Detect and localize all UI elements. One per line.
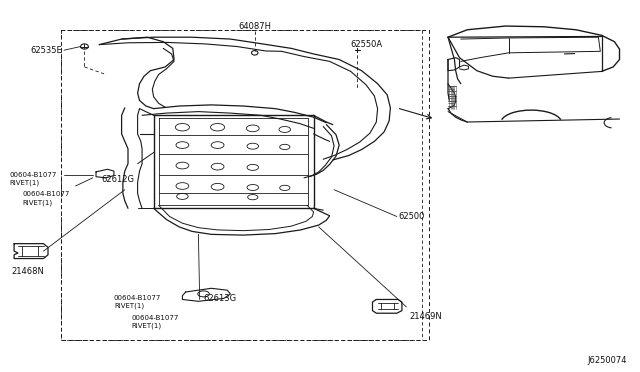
Text: RIVET(1): RIVET(1) — [22, 199, 52, 206]
Text: 00604-B1077: 00604-B1077 — [114, 295, 161, 301]
Text: 21468N: 21468N — [11, 267, 44, 276]
Text: 00604-B1077: 00604-B1077 — [10, 172, 57, 178]
Text: 64087H: 64087H — [238, 22, 271, 31]
Text: 62535E: 62535E — [31, 46, 63, 55]
Text: J6250074: J6250074 — [588, 356, 627, 365]
Text: 00604-B1077: 00604-B1077 — [22, 191, 70, 197]
Text: 62500: 62500 — [398, 212, 424, 221]
Text: 62613G: 62613G — [204, 294, 237, 303]
Text: RIVET(1): RIVET(1) — [114, 303, 144, 310]
Text: RIVET(1): RIVET(1) — [131, 323, 161, 329]
Text: 00604-B1077: 00604-B1077 — [131, 315, 179, 321]
Text: 62612G: 62612G — [101, 175, 134, 184]
Text: 21469N: 21469N — [410, 312, 442, 321]
Text: 62550A: 62550A — [351, 40, 383, 49]
Text: RIVET(1): RIVET(1) — [10, 180, 40, 186]
